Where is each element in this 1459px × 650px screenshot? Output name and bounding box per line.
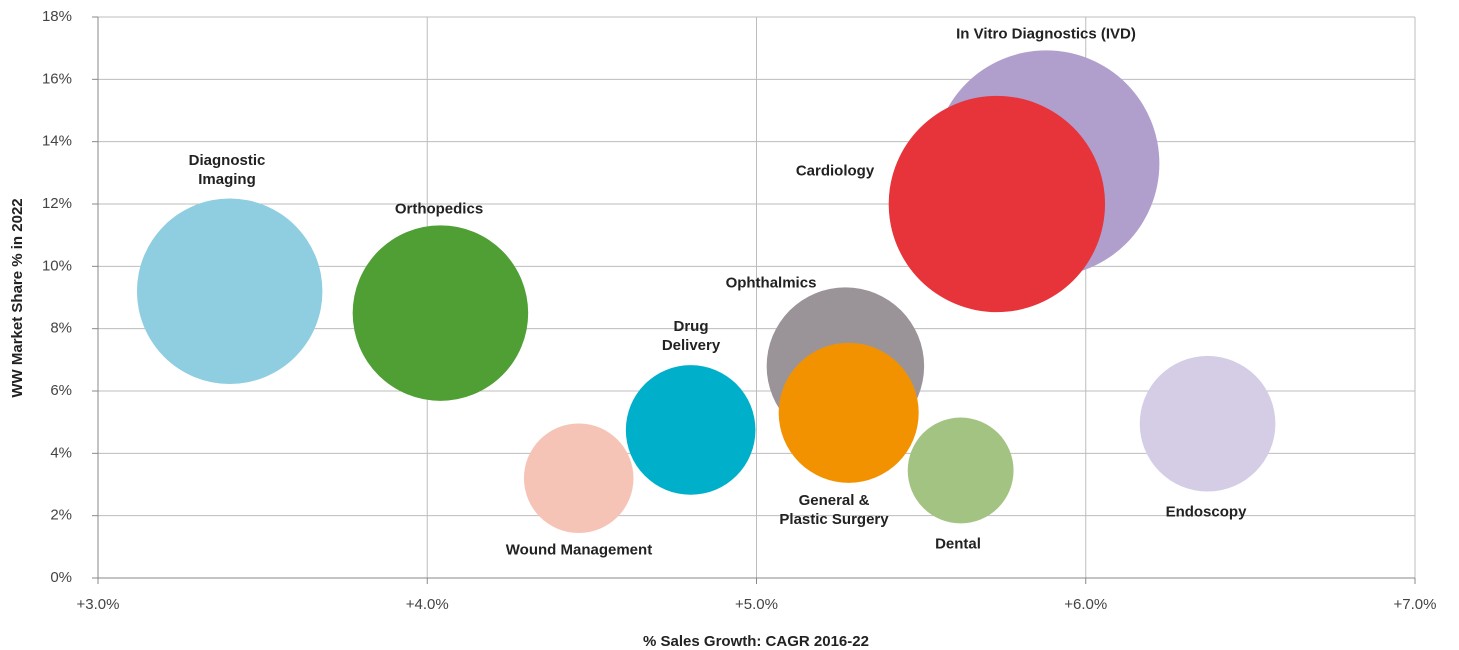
y-tick-label: 6%: [50, 382, 72, 399]
y-tick-label: 12%: [42, 195, 72, 212]
bubble: [625, 365, 756, 495]
bubble-label: Ophthalmics: [725, 274, 817, 292]
bubble: [523, 423, 634, 534]
x-tick-label: +3.0%: [77, 596, 120, 613]
y-tick-label: 0%: [50, 569, 72, 586]
bubble: [1139, 355, 1276, 492]
bubble-label: Endoscopy: [1165, 503, 1247, 521]
bubble-label: Dental: [935, 535, 981, 553]
y-tick-label: 2%: [50, 507, 72, 524]
y-tick-label: 8%: [50, 320, 72, 337]
bubble: [136, 198, 323, 385]
y-tick-label: 10%: [42, 257, 72, 274]
bubble: [907, 417, 1014, 524]
y-axis-title: WW Market Share % in 2022: [9, 198, 26, 397]
x-tick-label: +7.0%: [1394, 596, 1437, 613]
x-axis-title: % Sales Growth: CAGR 2016-22: [643, 633, 869, 650]
bubble-label: In Vitro Diagnostics (IVD): [956, 25, 1136, 43]
y-tick-label: 16%: [42, 70, 72, 87]
x-tick-label: +4.0%: [406, 596, 449, 613]
y-tick-label: 18%: [42, 8, 72, 25]
x-tick-label: +5.0%: [735, 596, 778, 613]
bubble-label: Orthopedics: [394, 200, 484, 218]
bubble: [778, 342, 919, 483]
bubble-label: General & Plastic Surgery: [779, 492, 889, 528]
bubble: [352, 225, 529, 401]
bubble-label: Wound Management: [505, 541, 653, 559]
y-tick-label: 4%: [50, 444, 72, 461]
bubble-label: Diagnostic Imaging: [188, 152, 266, 188]
bubble-label: Cardiology: [795, 162, 875, 180]
bubble-label: Drug Delivery: [661, 318, 721, 354]
y-tick-label: 14%: [42, 133, 72, 150]
x-tick-label: +6.0%: [1064, 596, 1107, 613]
bubble: [888, 95, 1106, 313]
